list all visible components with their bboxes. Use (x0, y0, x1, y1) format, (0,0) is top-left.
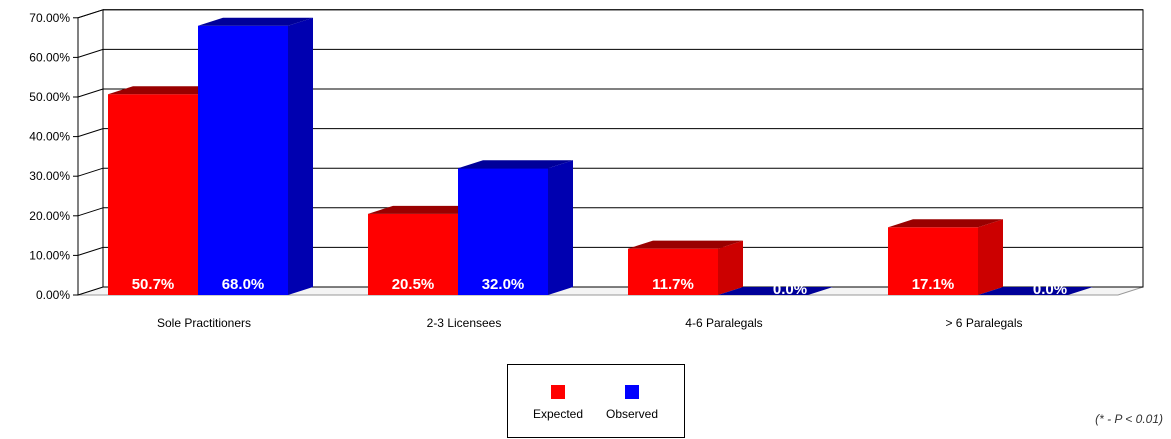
bar-front (458, 168, 548, 295)
data-label: 11.7% (652, 276, 694, 293)
gridline-side (77, 207, 104, 217)
y-tick-label: 60.00% (29, 50, 70, 64)
legend-item-observed: Observed (592, 385, 672, 423)
y-tick-label: 50.00% (29, 90, 70, 104)
gridline-side (77, 48, 104, 58)
bar-side (288, 17, 313, 295)
y-tick-label: 0.00% (36, 288, 70, 302)
legend-label-observed: Observed (605, 407, 659, 421)
bars: 50.7% 68.0% 20.5% 32.0% 11.7% 0.0% 17.1% 0.0% (108, 17, 1093, 298)
bar-side (718, 240, 743, 295)
bar-top (108, 86, 223, 95)
gridline-side (77, 88, 104, 98)
bar-front (368, 213, 458, 295)
bar-front (628, 248, 718, 295)
data-label: 50.7% (132, 276, 175, 293)
data-label: 20.5% (392, 276, 435, 293)
y-tick-label: 10.00% (29, 248, 70, 262)
bar-top (628, 240, 743, 249)
bar-top (198, 17, 313, 26)
y-tick-label: 30.00% (29, 169, 70, 183)
data-label: 0.0% (773, 281, 807, 298)
category-label: 4-6 Paralegals (685, 316, 762, 330)
bar-front (888, 227, 978, 295)
legend-swatch-expected (551, 385, 565, 399)
x-axis-categories: Sole Practitioners 2-3 Licensees 4-6 Paral… (157, 316, 1023, 330)
category-label: 2-3 Licensees (427, 316, 502, 330)
gridline-side (77, 9, 104, 19)
y-tick-label: 20.00% (29, 209, 70, 223)
y-axis-ticks: 0.00% 10.00% 20.00% 30.00% 40.00% 50.00% 60.00… (29, 11, 79, 302)
legend-label-expected: Expected (532, 407, 584, 421)
bar-top (458, 160, 573, 169)
bar-side (978, 219, 1003, 295)
bar-front (108, 94, 198, 295)
bar-top (888, 219, 1003, 228)
category-label: > 6 Paralegals (945, 316, 1022, 330)
gridline-side (77, 167, 104, 177)
data-label: 0.0% (1033, 281, 1067, 298)
bar-side (548, 160, 573, 295)
significance-note: (* - P < 0.01) (1095, 412, 1163, 426)
left-wall (77, 9, 104, 296)
gridline-side (77, 246, 104, 256)
legend: Expected Observed (507, 364, 685, 438)
bar-chart: 0.00% 10.00% 20.00% 30.00% 40.00% 50.00% 60.00… (29, 9, 1144, 330)
bar-top (718, 287, 833, 295)
bar-top (978, 287, 1093, 295)
bar-front (198, 25, 288, 295)
category-label: Sole Practitioners (157, 316, 251, 330)
bar-top (368, 205, 483, 214)
y-tick-label: 70.00% (29, 11, 70, 25)
data-label: 32.0% (482, 276, 525, 293)
data-label: 68.0% (222, 276, 265, 293)
gridline-side (77, 128, 104, 138)
legend-swatch-observed (625, 385, 639, 399)
legend-item-expected: Expected (518, 385, 598, 423)
y-tick-label: 40.00% (29, 130, 70, 144)
data-label: 17.1% (912, 276, 955, 293)
